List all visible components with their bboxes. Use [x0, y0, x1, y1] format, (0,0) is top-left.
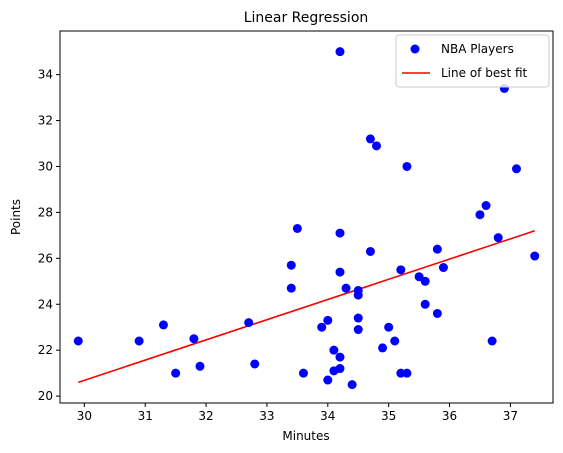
data-point	[335, 364, 345, 374]
data-point	[475, 210, 485, 220]
data-point	[292, 223, 302, 233]
chart-title: Linear Regression	[244, 10, 369, 26]
data-point	[420, 276, 430, 286]
data-point	[189, 334, 199, 344]
x-tick-label: 36	[442, 409, 457, 423]
x-tick-label: 31	[138, 409, 153, 423]
data-point	[347, 380, 357, 390]
data-point	[438, 263, 448, 273]
y-tick-label: 28	[38, 205, 53, 219]
data-point	[390, 336, 400, 346]
data-point	[73, 336, 83, 346]
data-point	[244, 318, 254, 328]
data-point	[329, 345, 339, 355]
y-axis: 20 22 24 26 28 30 32 34	[38, 68, 60, 403]
x-tick-label: 34	[320, 409, 335, 423]
data-point	[365, 246, 375, 256]
x-tick-label: 30	[77, 409, 92, 423]
x-tick-label: 37	[503, 409, 518, 423]
y-tick-label: 32	[38, 114, 53, 128]
data-point	[365, 134, 375, 144]
data-point	[286, 283, 296, 293]
y-tick-label: 22	[38, 343, 53, 357]
data-point	[298, 368, 308, 378]
data-point	[353, 325, 363, 335]
x-axis-label: Minutes	[282, 429, 329, 443]
data-point	[402, 368, 412, 378]
x-tick-label: 33	[259, 409, 274, 423]
y-tick-label: 20	[38, 389, 53, 403]
data-point	[511, 164, 521, 174]
data-point	[323, 375, 333, 385]
data-point	[335, 228, 345, 238]
data-point	[487, 336, 497, 346]
data-point	[384, 322, 394, 332]
data-point	[335, 267, 345, 277]
y-tick-label: 26	[38, 251, 53, 265]
legend: NBA Players Line of best fit	[395, 34, 550, 88]
data-point	[250, 359, 260, 369]
data-point	[335, 352, 345, 362]
data-point	[323, 315, 333, 325]
data-point	[432, 244, 442, 254]
data-point	[402, 161, 412, 171]
data-point	[195, 361, 205, 371]
plot-frame-border	[59, 30, 554, 404]
data-point	[134, 336, 144, 346]
data-point	[353, 313, 363, 323]
legend-marker-scatter	[410, 44, 420, 54]
legend-label: NBA Players	[441, 42, 514, 56]
data-point	[158, 320, 168, 330]
y-axis-label: Points	[9, 199, 23, 235]
x-tick-label: 32	[198, 409, 213, 423]
series-group	[73, 47, 540, 390]
data-point	[396, 265, 406, 275]
best-fit-line	[78, 230, 535, 384]
legend-box	[395, 34, 550, 88]
data-point	[481, 201, 491, 211]
data-point	[353, 290, 363, 300]
data-point	[317, 322, 327, 332]
y-tick-label: 24	[38, 297, 53, 311]
data-point	[493, 233, 503, 243]
data-point	[341, 283, 351, 293]
data-point	[335, 47, 345, 57]
legend-label: Line of best fit	[441, 66, 528, 80]
x-axis: 30 31 32 33 34 35 36 37	[77, 403, 518, 423]
data-point	[420, 299, 430, 309]
data-point	[371, 141, 381, 151]
data-point	[286, 260, 296, 270]
data-point	[530, 251, 540, 261]
x-tick-label: 35	[381, 409, 396, 423]
data-point	[432, 308, 442, 318]
data-point	[378, 343, 388, 353]
data-point	[171, 368, 181, 378]
y-tick-label: 34	[38, 68, 53, 82]
y-tick-label: 30	[38, 159, 53, 173]
